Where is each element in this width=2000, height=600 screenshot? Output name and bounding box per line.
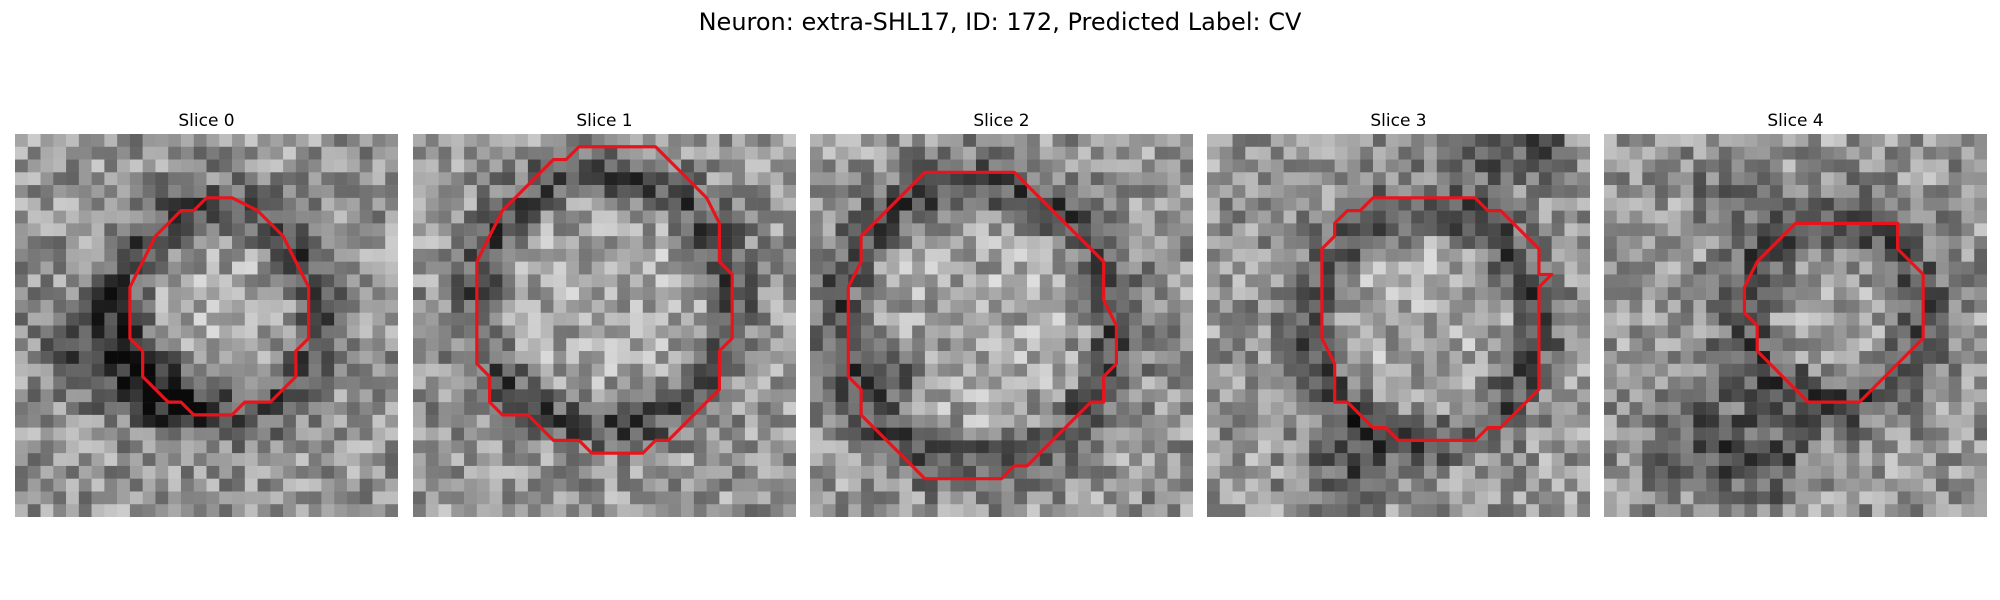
slice-panel-1: Slice 1 [413, 110, 796, 517]
slice-title-4: Slice 4 [1767, 111, 1824, 131]
figure-title: Neuron: extra-SHL17, ID: 172, Predicted … [698, 8, 1302, 36]
noise-grid-0 [15, 134, 398, 517]
slice-panel-2: Slice 2 [810, 110, 1193, 517]
slice-image-2 [810, 134, 1193, 517]
slice-image-4 [1604, 134, 1987, 517]
slice-panel-0: Slice 0 [15, 110, 398, 517]
slice-title-3: Slice 3 [1370, 111, 1427, 131]
noise-grid-2 [810, 134, 1193, 517]
noise-grid-4 [1604, 134, 1987, 517]
slice-title-2: Slice 2 [973, 111, 1030, 131]
slice-title-1: Slice 1 [576, 111, 633, 131]
slice-image-3 [1207, 134, 1590, 517]
slice-image-1 [413, 134, 796, 517]
slice-panel-3: Slice 3 [1207, 110, 1590, 517]
slice-image-0 [15, 134, 398, 517]
noise-grid-3 [1207, 134, 1590, 517]
roi-contour-4 [1742, 221, 1925, 404]
noise-grid-1 [413, 134, 796, 517]
roi-contour-1 [475, 145, 734, 455]
roi-contour-3 [1320, 196, 1554, 442]
roi-contour-0 [128, 196, 311, 417]
slice-panel-4: Slice 4 [1604, 110, 1987, 517]
slice-title-0: Slice 0 [178, 111, 235, 131]
roi-contour-2 [846, 170, 1118, 481]
